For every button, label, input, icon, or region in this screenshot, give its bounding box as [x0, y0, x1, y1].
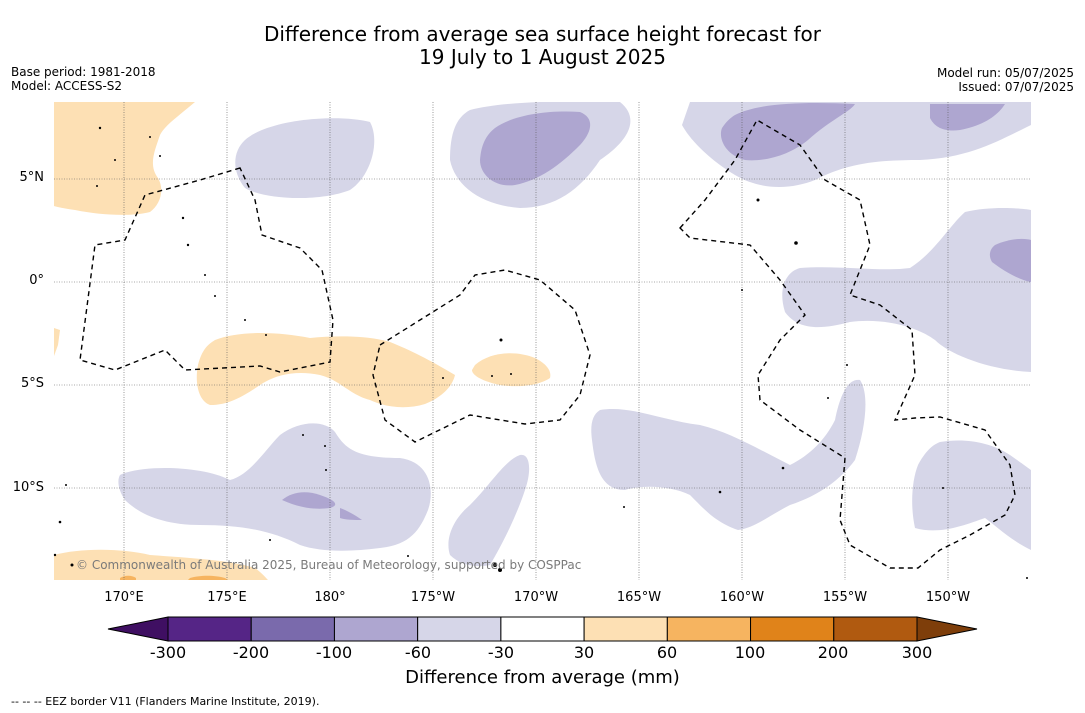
anomaly-region — [480, 111, 591, 186]
lon-label-155w: 155°W — [822, 590, 868, 605]
colorbar-segment — [583, 616, 668, 642]
anomaly-region — [472, 353, 551, 387]
anomaly-region — [782, 208, 1031, 372]
lat-label-5n: 5°N — [19, 170, 45, 185]
colorbar-tick: 100 — [734, 643, 766, 662]
lon-label-150w: 150°W — [925, 590, 971, 605]
anomaly-region — [54, 549, 268, 580]
issued-date: Issued: 07/07/2025 — [958, 80, 1074, 94]
colorbar-segment — [250, 616, 335, 642]
anomaly-region — [282, 492, 336, 509]
anomaly-region — [448, 454, 530, 567]
eez-legend-note: -- -- -- EEZ border V11 (Flanders Marine… — [11, 695, 320, 708]
colorbar-segment — [333, 616, 419, 642]
lon-label-170e: 170°E — [104, 590, 144, 605]
copyright-notice: © Commonwealth of Australia 2025, Bureau… — [76, 558, 582, 572]
meta-left: Base period: 1981-2018 Model: ACCESS-S2 — [11, 65, 156, 93]
colorbar-segments — [107, 616, 978, 642]
anomaly-region — [591, 379, 866, 530]
eez-borders — [79, 119, 1016, 569]
eez-border — [372, 269, 591, 443]
anomaly-region — [720, 103, 855, 161]
lon-label-175e: 175°E — [207, 590, 247, 605]
colorbar-segment — [417, 616, 502, 642]
colorbar-title: Difference from average (mm) — [405, 667, 680, 688]
longitude-gridlines — [123, 102, 949, 580]
colorbar-segment — [833, 616, 918, 642]
islands — [53, 126, 1028, 579]
colorbar-tick: 60 — [656, 643, 678, 662]
colorbar-segment — [500, 616, 585, 642]
lon-label-170w: 170°W — [513, 590, 559, 605]
map-title-line1: Difference from average sea surface heig… — [263, 22, 822, 46]
eez-border — [679, 119, 1016, 569]
anomaly-region — [989, 238, 1031, 282]
base-period: Base period: 1981-2018 — [11, 65, 156, 79]
colorbar-tick: -100 — [315, 643, 353, 662]
anomaly-region — [54, 102, 195, 215]
map-title-line2: 19 July to 1 August 2025 — [419, 45, 666, 69]
lat-label-0: 0° — [29, 273, 44, 288]
anomaly-region — [912, 440, 1031, 550]
model-run: Model run: 05/07/2025 — [936, 66, 1074, 80]
colorbar-segment — [167, 616, 252, 642]
anomaly-region — [120, 575, 136, 580]
colorbar-extend-high — [916, 616, 978, 642]
meta-right: Model run: 05/07/2025 Issued: 07/07/2025 — [937, 66, 1074, 94]
lat-label-10s: 10°S — [12, 480, 44, 495]
lon-label-160w: 160°W — [719, 590, 765, 605]
colorbar-segment — [750, 616, 835, 642]
lat-label-5s: 5°S — [20, 376, 44, 391]
eez-border — [79, 167, 334, 373]
anomaly-region — [54, 328, 60, 356]
lon-label-175w: 175°W — [410, 590, 456, 605]
colorbar-segment — [666, 616, 752, 642]
model-name: Model: ACCESS-S2 — [11, 79, 123, 93]
colorbar-tick: 30 — [573, 643, 595, 662]
colorbar-tick: 200 — [817, 643, 849, 662]
colorbar-extend-low — [107, 616, 169, 642]
colorbar-tick: -30 — [487, 643, 515, 662]
colorbar-tick: 300 — [901, 643, 933, 662]
colorbar-tick: -200 — [232, 643, 270, 662]
anomaly-region — [235, 118, 375, 199]
anomaly-region — [196, 333, 455, 408]
lon-label-180: 180° — [314, 590, 346, 605]
anomaly-region — [930, 104, 1005, 131]
colorbar-tick: -60 — [404, 643, 432, 662]
anomaly-region — [188, 575, 228, 580]
anomaly-region — [340, 508, 362, 520]
lon-label-165w: 165°W — [616, 590, 662, 605]
colorbar-tick: -300 — [149, 643, 187, 662]
anomaly-fields — [54, 102, 1031, 580]
